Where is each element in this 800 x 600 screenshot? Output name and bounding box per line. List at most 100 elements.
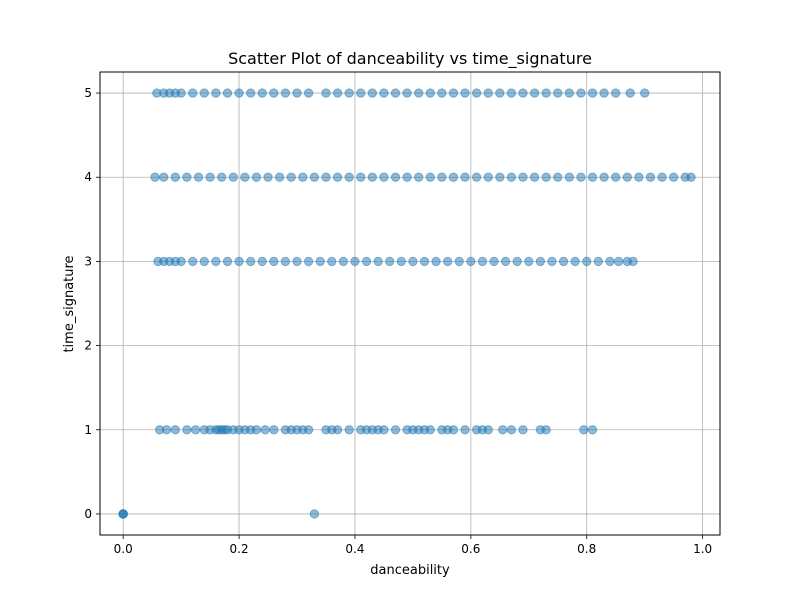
data-point	[280, 256, 291, 267]
data-point	[245, 256, 256, 267]
data-point	[442, 256, 453, 267]
data-point	[506, 425, 517, 435]
data-point	[161, 425, 172, 435]
data-point	[593, 256, 604, 267]
data-point	[657, 172, 667, 182]
data-point	[150, 172, 160, 182]
data-point	[471, 88, 482, 98]
data-point	[176, 88, 186, 98]
data-point	[564, 172, 575, 182]
data-point	[292, 88, 302, 98]
data-point	[579, 425, 589, 435]
data-point	[390, 88, 401, 98]
data-point	[182, 172, 192, 182]
data-point	[390, 425, 401, 435]
data-point	[512, 256, 522, 267]
x-tick-label: 0.4	[345, 542, 364, 556]
data-point	[622, 172, 632, 182]
data-point	[286, 172, 296, 182]
data-point	[269, 425, 279, 435]
y-ticks: 0 1 2 3 4 5	[84, 86, 100, 521]
data-point	[211, 256, 221, 267]
data-point	[576, 172, 586, 182]
data-point	[170, 172, 181, 182]
data-point	[448, 425, 459, 435]
data-point	[541, 425, 551, 435]
data-point	[303, 88, 314, 98]
data-point	[625, 88, 635, 98]
y-tick-label: 4	[84, 170, 92, 184]
data-point	[379, 425, 389, 435]
data-point	[506, 172, 517, 182]
data-point	[686, 172, 696, 182]
x-ticks: 0.0 0.2 0.4 0.6 0.8 1.0	[114, 535, 712, 556]
data-point	[338, 256, 349, 267]
data-point	[605, 256, 615, 267]
x-tick-label: 1.0	[693, 542, 712, 556]
data-point	[269, 88, 279, 98]
data-point	[367, 172, 378, 182]
data-point	[425, 172, 435, 182]
data-point	[477, 256, 488, 267]
x-tick-label: 0.8	[577, 542, 596, 556]
data-point	[245, 88, 256, 98]
data-point	[379, 172, 389, 182]
data-point	[628, 256, 638, 267]
data-point	[576, 88, 586, 98]
data-point	[315, 256, 325, 267]
data-point	[425, 88, 435, 98]
y-tick-label: 0	[84, 507, 92, 521]
data-point	[188, 88, 198, 98]
data-point	[541, 172, 551, 182]
data-point	[639, 88, 650, 98]
data-point	[344, 88, 354, 98]
data-point	[396, 256, 407, 267]
data-point	[251, 172, 262, 182]
data-point	[460, 425, 470, 435]
data-point	[263, 172, 273, 182]
data-point	[321, 88, 331, 98]
data-point	[483, 425, 493, 435]
data-point	[118, 509, 128, 519]
data-point	[454, 256, 464, 267]
data-point	[448, 88, 459, 98]
data-point	[634, 172, 644, 182]
data-point	[402, 88, 412, 98]
data-point	[234, 88, 244, 98]
data-point	[599, 88, 609, 98]
data-point	[437, 172, 447, 182]
data-point	[332, 425, 343, 435]
data-point	[518, 425, 528, 435]
data-point	[611, 88, 621, 98]
data-point	[240, 172, 250, 182]
data-point	[645, 172, 656, 182]
data-point	[587, 88, 598, 98]
data-point	[611, 172, 621, 182]
data-point	[216, 172, 227, 182]
data-point	[613, 256, 624, 267]
data-point	[182, 425, 192, 435]
data-point	[205, 172, 215, 182]
data-point	[199, 256, 209, 267]
data-point	[460, 172, 470, 182]
data-point	[431, 256, 441, 267]
data-point	[170, 425, 181, 435]
data-point	[280, 88, 291, 98]
data-point	[466, 256, 476, 267]
data-point	[385, 256, 395, 267]
data-point	[211, 88, 221, 98]
axes-frame	[99, 71, 721, 536]
data-point	[599, 172, 609, 182]
y-axis-label: time_signature	[62, 255, 77, 352]
data-point	[344, 172, 354, 182]
data-point	[309, 509, 320, 519]
x-tick-label: 0.0	[114, 542, 133, 556]
data-point	[344, 425, 354, 435]
data-point	[350, 256, 360, 267]
chart-title: Scatter Plot of danceability vs time_sig…	[228, 49, 592, 69]
data-point	[553, 88, 563, 98]
y-tick-label: 3	[84, 254, 92, 268]
y-tick-label: 5	[84, 86, 92, 100]
data-point	[564, 88, 575, 98]
